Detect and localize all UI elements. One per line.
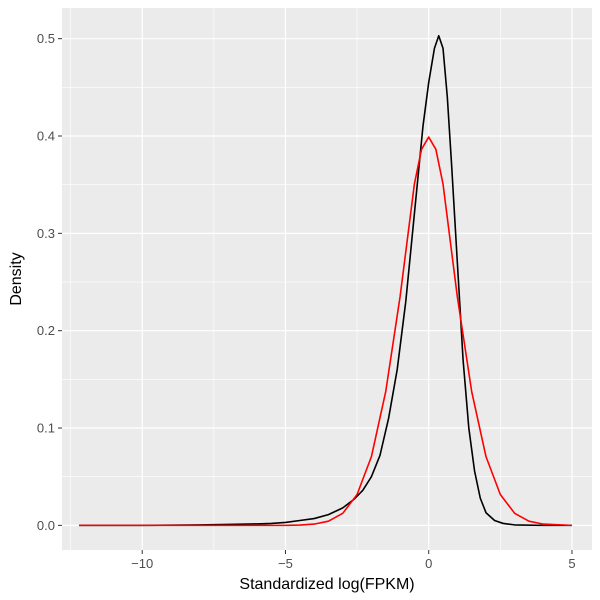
density-line-1 <box>79 34 572 527</box>
y-tick-label: 0.3 <box>37 226 55 241</box>
x-axis: −10 −5 0 5 <box>131 550 576 571</box>
x-tick-label: 5 <box>568 556 575 571</box>
y-tick-label: 0.1 <box>37 421 55 436</box>
y-tick-label: 0.0 <box>37 518 55 533</box>
y-axis: 0.0 0.1 0.2 0.3 0.4 0.5 <box>37 31 62 533</box>
minor-gridlines <box>62 8 592 550</box>
major-gridlines <box>62 8 592 550</box>
x-axis-title: Standardized log(FPKM) <box>239 576 414 593</box>
x-tick-label: −5 <box>278 556 293 571</box>
y-tick-label: 0.5 <box>37 31 55 46</box>
plot-panel <box>62 8 592 550</box>
y-tick-label: 0.4 <box>37 129 55 144</box>
series-layer <box>79 34 572 527</box>
density-line-2 <box>79 136 572 527</box>
y-axis-title: Density <box>8 252 25 305</box>
x-tick-label: 0 <box>425 556 432 571</box>
x-tick-label: −10 <box>131 556 153 571</box>
y-tick-label: 0.2 <box>37 323 55 338</box>
